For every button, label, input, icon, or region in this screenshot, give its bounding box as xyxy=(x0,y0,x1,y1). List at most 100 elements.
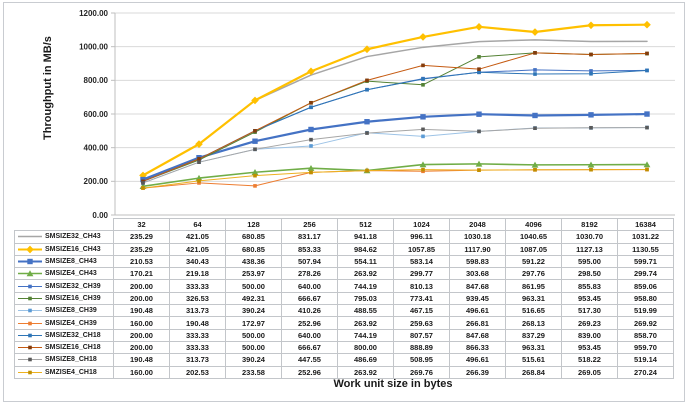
value-cell: 800.00 xyxy=(337,340,394,355)
column-header: 2048 xyxy=(449,217,506,232)
series-line-SMSIZE32_CH43 xyxy=(142,39,648,177)
value-cell: 795.03 xyxy=(337,291,394,306)
value-cell: 263.92 xyxy=(337,267,394,281)
series-marker xyxy=(533,68,537,72)
legend-cell: SMSIZE16_CH39 xyxy=(14,291,114,306)
series-marker xyxy=(644,111,650,117)
value-cell: 1057.85 xyxy=(393,242,450,256)
value-cell: 518.22 xyxy=(561,353,618,367)
value-cell: 1030.18 xyxy=(449,230,506,244)
series-line-SMSIZE8_CH18 xyxy=(142,127,648,184)
value-cell: 953.45 xyxy=(561,291,618,306)
series-marker xyxy=(643,161,651,168)
value-cell: 410.26 xyxy=(281,304,338,318)
series-swatch-icon xyxy=(18,370,42,375)
value-cell: 508.95 xyxy=(393,353,450,367)
value-cell: 519.14 xyxy=(617,353,674,367)
table-row: SMSIZE8_CH18 190.48 313.73 390.24 447.55 486.… xyxy=(14,353,674,367)
value-cell: 202.53 xyxy=(169,365,226,379)
series-name: SMSIZE4_CH39 xyxy=(45,319,97,327)
series-marker xyxy=(421,77,425,81)
series-marker xyxy=(26,270,34,277)
value-cell: 488.55 xyxy=(337,304,394,318)
series-name: SMSIZE8_CH18 xyxy=(45,356,97,364)
value-cell: 744.19 xyxy=(337,279,394,293)
series-marker xyxy=(364,119,370,125)
series-marker xyxy=(531,28,539,36)
value-cell: 467.15 xyxy=(393,304,450,318)
series-marker xyxy=(27,258,33,265)
series-line-SMZISE4_CH18 xyxy=(142,169,648,189)
legend-cell: SMSIZE8_CH18 xyxy=(14,353,114,367)
value-cell: 680.85 xyxy=(225,242,282,256)
value-cell: 266.81 xyxy=(449,316,506,330)
value-cell: 591.22 xyxy=(505,254,562,269)
y-tick-label: 400.00 xyxy=(84,143,109,152)
series-marker xyxy=(365,131,369,135)
value-cell: 160.00 xyxy=(113,316,170,330)
value-cell: 666.67 xyxy=(281,340,338,355)
value-cell: 269.05 xyxy=(561,365,618,379)
series-name: SMSIZE32_CH43 xyxy=(45,233,101,241)
value-cell: 269.23 xyxy=(561,316,618,330)
value-cell: 984.62 xyxy=(337,242,394,256)
series-marker xyxy=(365,168,369,173)
series-marker xyxy=(477,55,481,59)
series-name: SMSIZE32_CH39 xyxy=(45,282,101,290)
value-cell: 269.76 xyxy=(393,365,450,379)
series-marker xyxy=(141,181,145,185)
table-row: SMSIZE8_CH43 210.53 340.43 438.36 507.94 554.… xyxy=(14,254,674,269)
value-cell: 939.45 xyxy=(449,291,506,306)
value-cell: 858.70 xyxy=(617,328,674,342)
series-marker xyxy=(141,186,145,190)
series-marker xyxy=(251,96,259,105)
value-cell: 1117.90 xyxy=(449,242,506,256)
value-cell: 200.00 xyxy=(113,291,170,306)
series-marker xyxy=(309,170,313,175)
series-marker xyxy=(421,127,425,132)
table-row: SMSIZE32_CH39 200.00 333.33 500.00 640.00 744… xyxy=(14,279,674,293)
series-marker xyxy=(26,245,34,254)
series-swatch-icon xyxy=(18,321,42,325)
series-name: SMSIZE16_CH39 xyxy=(45,294,101,302)
value-cell: 595.00 xyxy=(561,254,618,269)
series-marker xyxy=(421,134,425,139)
series-marker xyxy=(645,51,649,56)
value-cell: 1040.65 xyxy=(505,230,562,244)
legend-cell: SMSIZE32_CH18 xyxy=(14,328,114,342)
series-marker xyxy=(477,70,481,75)
value-cell: 958.80 xyxy=(617,291,674,306)
table-corner-cell xyxy=(15,219,114,231)
table-row: SMSIZE8_CH39 190.48 313.73 390.24 410.26 488.… xyxy=(14,304,674,318)
value-cell: 953.45 xyxy=(561,340,618,355)
series-marker xyxy=(588,112,594,118)
value-cell: 496.61 xyxy=(449,304,506,318)
value-cell: 1130.55 xyxy=(617,242,674,256)
series-marker xyxy=(587,21,595,30)
legend-cell: SMSIZE4_CH43 xyxy=(14,267,114,281)
value-cell: 252.96 xyxy=(281,365,338,379)
value-cell: 333.33 xyxy=(169,279,226,293)
value-cell: 941.18 xyxy=(337,230,394,244)
value-cell: 1087.05 xyxy=(505,242,562,256)
data-table: 32 64 128 256 512 1024 2048 4096 8192 16384 SMSIZE… xyxy=(14,217,674,379)
series-swatch-icon xyxy=(18,358,42,362)
series-marker xyxy=(253,184,257,188)
series-marker xyxy=(589,71,593,76)
value-cell: 837.29 xyxy=(505,328,562,342)
y-tick-label: 600.00 xyxy=(84,110,109,119)
column-header: 8192 xyxy=(561,217,618,232)
series-swatch-icon xyxy=(18,333,42,338)
column-header: 4096 xyxy=(505,217,562,232)
value-cell: 500.00 xyxy=(225,340,282,355)
value-cell: 807.57 xyxy=(393,328,450,342)
value-cell: 270.24 xyxy=(617,365,674,379)
series-marker xyxy=(533,72,537,76)
value-cell: 278.26 xyxy=(281,267,338,281)
series-swatch-icon xyxy=(18,236,42,238)
value-cell: 847.68 xyxy=(449,279,506,293)
series-marker xyxy=(589,69,593,73)
value-cell: 492.31 xyxy=(225,291,282,306)
series-swatch-icon xyxy=(18,296,42,301)
x-axis-title: Work unit size in bytes xyxy=(333,378,453,390)
